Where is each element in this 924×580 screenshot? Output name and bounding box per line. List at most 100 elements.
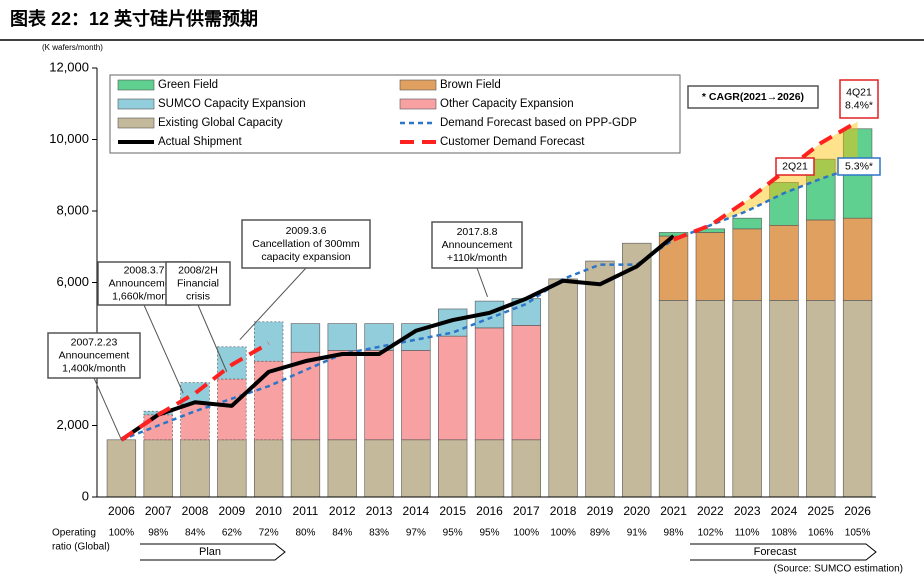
annotation-text: * CAGR(2021→2026) xyxy=(702,91,804,103)
x-tick-label: 2016 xyxy=(476,504,503,518)
operating-ratio: 83% xyxy=(369,528,389,539)
bar-segment xyxy=(658,300,689,498)
operating-ratio: 98% xyxy=(664,528,684,539)
bar-segment xyxy=(143,414,173,441)
annotation-text: 2008.3.7 xyxy=(124,264,165,276)
x-tick-label: 2009 xyxy=(218,504,245,518)
operating-ratio: 84% xyxy=(332,528,352,539)
bar-segment xyxy=(253,321,284,362)
y-tick-label: 0 xyxy=(82,488,89,503)
bar-segment xyxy=(806,300,836,498)
x-tick-label: 2015 xyxy=(439,504,466,518)
operating-ratio: 100% xyxy=(514,528,540,539)
annotation-text: 2008/2H xyxy=(178,264,218,276)
annotation-text: crisis xyxy=(186,290,210,302)
annotation-text: Announcement xyxy=(442,239,513,251)
operating-ratio: 72% xyxy=(259,528,279,539)
annotation-box xyxy=(47,332,141,379)
callout-pointer xyxy=(197,304,228,373)
legend-swatch xyxy=(117,98,155,110)
bar-segment xyxy=(842,300,873,498)
operating-ratio: 62% xyxy=(222,528,242,539)
bar-segment xyxy=(401,350,431,441)
bar-segment xyxy=(217,378,247,441)
bar-segment xyxy=(438,439,468,498)
operating-ratio-label: Operating xyxy=(52,528,96,539)
callout-pointer xyxy=(239,267,307,341)
bar-segment xyxy=(695,300,726,498)
operating-ratio: 91% xyxy=(627,528,647,539)
x-tick-label: 2022 xyxy=(697,504,724,518)
annotation-text: 5.3%* xyxy=(845,160,873,172)
legend-label: Other Capacity Expansion xyxy=(440,98,574,110)
annotation-box xyxy=(837,157,881,176)
x-tick-label: 2011 xyxy=(293,504,319,518)
legend-swatch xyxy=(399,79,437,91)
operating-ratio: 97% xyxy=(406,528,426,539)
operating-ratio: 95% xyxy=(479,528,499,539)
annotation-text: +110k/month xyxy=(447,252,507,264)
y-tick-label: 8,000 xyxy=(56,202,89,217)
x-tick-label: 2017 xyxy=(513,504,540,518)
annotation-text: 2Q21 xyxy=(782,160,808,172)
x-tick-label: 2008 xyxy=(182,504,209,518)
forecast-label: Forecast xyxy=(754,546,797,558)
bar-segment xyxy=(732,217,762,230)
legend-label: SUMCO Capacity Expansion xyxy=(158,98,306,110)
bar-segment xyxy=(474,439,505,498)
forecast-arrow xyxy=(690,543,877,561)
bar-segment xyxy=(364,439,394,498)
bar-segment xyxy=(327,439,357,498)
x-tick-label: 2014 xyxy=(403,504,430,518)
annotation-box xyxy=(165,261,231,306)
bar-segment xyxy=(106,439,137,498)
legend-swatch xyxy=(399,98,437,110)
operating-ratio: 105% xyxy=(845,528,871,539)
legend-swatch xyxy=(117,117,155,129)
bar-segment xyxy=(769,225,799,301)
annotation-text: Announcement xyxy=(109,277,180,289)
bar-segment xyxy=(327,323,357,351)
operating-ratio: 110% xyxy=(735,528,760,539)
annotation-text: Financial xyxy=(177,277,219,289)
bar-segment xyxy=(695,232,726,301)
y-unit: (K wafers/month) xyxy=(42,43,103,52)
callout-pointer xyxy=(93,377,122,441)
x-tick-label: 2019 xyxy=(587,504,614,518)
annotation-box xyxy=(241,219,371,269)
annotation-text: capacity expansion xyxy=(261,251,350,263)
callout-pointer xyxy=(143,304,184,394)
bar-segment xyxy=(806,219,836,301)
bar-segment xyxy=(290,351,321,441)
x-tick-label: 2026 xyxy=(844,504,871,518)
annotation-text: 2007.2.23 xyxy=(71,336,118,348)
operating-ratio: 84% xyxy=(185,528,205,539)
bars xyxy=(106,128,873,498)
x-tick-label: 2020 xyxy=(623,504,650,518)
bar-segment xyxy=(842,217,873,301)
plan-arrow xyxy=(140,543,286,561)
operating-ratio: 106% xyxy=(808,528,834,539)
bar-segment xyxy=(143,439,173,498)
x-tick-label: 2018 xyxy=(550,504,577,518)
bar-segment xyxy=(732,228,762,301)
x-tick-label: 2023 xyxy=(734,504,761,518)
annotation-box xyxy=(431,221,523,269)
annotation-text: 1,660k/month xyxy=(112,290,176,302)
bar-segment xyxy=(548,278,578,498)
x-tick-label: 2025 xyxy=(807,504,834,518)
callout-pointer xyxy=(476,267,488,297)
bar-segment xyxy=(253,439,284,498)
bar-segment xyxy=(290,323,321,353)
legend-label: Brown Field xyxy=(440,79,501,91)
x-tick-label: 2006 xyxy=(108,504,135,518)
line-series xyxy=(120,234,675,442)
bar-segment xyxy=(180,439,210,498)
legend-swatch xyxy=(117,79,155,91)
y-tick-label: 6,000 xyxy=(56,274,89,289)
bar-segment xyxy=(401,439,431,498)
x-tick-label: 2013 xyxy=(366,504,393,518)
annotation-box xyxy=(839,79,879,119)
bar-segment xyxy=(511,325,541,441)
